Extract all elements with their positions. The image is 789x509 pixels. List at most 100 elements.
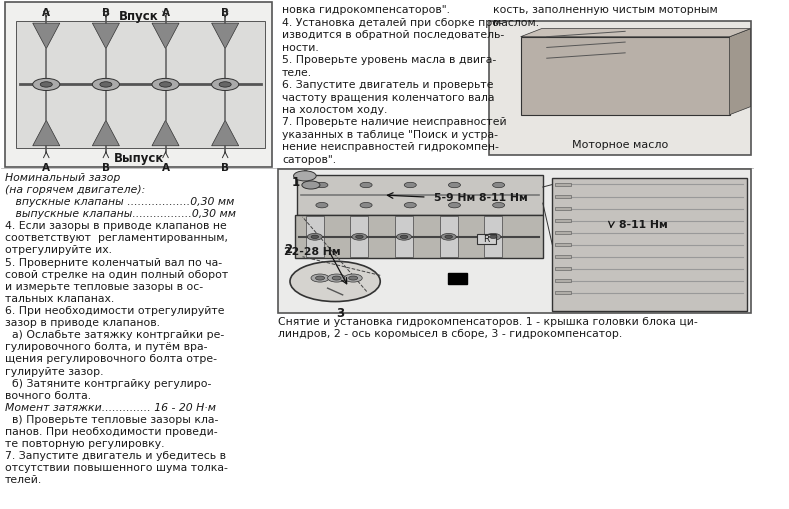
- Bar: [279, 170, 750, 314]
- Text: R: R: [483, 235, 489, 244]
- Bar: [555, 183, 571, 187]
- Text: Выпуск: Выпуск: [114, 152, 164, 165]
- Circle shape: [290, 262, 380, 302]
- Circle shape: [311, 236, 319, 239]
- Text: Момент затяжки.............. 16 - 20 Н·м: Момент затяжки.............. 16 - 20 Н·м: [6, 402, 216, 412]
- Polygon shape: [92, 24, 119, 49]
- Text: Номинальный зазор: Номинальный зазор: [6, 173, 121, 183]
- Circle shape: [311, 274, 329, 282]
- Text: Моторное масло: Моторное масло: [572, 140, 668, 150]
- Bar: [350, 217, 368, 258]
- Text: 4. Если зазоры в приводе клапанов не: 4. Если зазоры в приводе клапанов не: [6, 221, 227, 231]
- Text: отсутствии повышенного шума толка-: отсутствии повышенного шума толка-: [6, 463, 228, 472]
- Text: B: B: [221, 8, 229, 18]
- Circle shape: [492, 183, 505, 188]
- Text: 3: 3: [336, 307, 345, 320]
- Circle shape: [332, 276, 341, 280]
- Text: 5-9 Нм 8-11 Нм: 5-9 Нм 8-11 Нм: [434, 192, 528, 203]
- Circle shape: [316, 183, 328, 188]
- Text: 5. Проверните коленчатый вал по ча-: 5. Проверните коленчатый вал по ча-: [6, 257, 222, 267]
- Bar: [555, 292, 571, 295]
- Circle shape: [448, 183, 461, 188]
- Text: гулируйте зазор.: гулируйте зазор.: [6, 366, 103, 376]
- Circle shape: [316, 203, 328, 208]
- Circle shape: [344, 274, 362, 282]
- Bar: [552, 179, 746, 312]
- Text: Снятие и установка гидрокомпенсаторов. 1 - крышка головки блока ци-: Снятие и установка гидрокомпенсаторов. 1…: [279, 317, 698, 327]
- Text: B: B: [221, 162, 229, 173]
- Text: 6. Запустите двигатель и проверьте: 6. Запустите двигатель и проверьте: [282, 80, 494, 90]
- Circle shape: [32, 79, 60, 91]
- Bar: [395, 217, 413, 258]
- Circle shape: [327, 274, 346, 282]
- Text: зазор в приводе клапанов.: зазор в приводе клапанов.: [6, 318, 160, 327]
- Circle shape: [316, 276, 324, 280]
- Text: те повторную регулировку.: те повторную регулировку.: [6, 438, 165, 448]
- Circle shape: [40, 82, 52, 88]
- Polygon shape: [32, 121, 60, 147]
- Circle shape: [349, 276, 357, 280]
- Text: A: A: [162, 8, 170, 18]
- Polygon shape: [521, 30, 750, 38]
- Text: телей.: телей.: [6, 474, 43, 485]
- Text: A: A: [43, 162, 50, 173]
- Text: гулировочного болта, и путём вра-: гулировочного болта, и путём вра-: [6, 342, 208, 352]
- Polygon shape: [211, 24, 239, 49]
- Text: B: B: [102, 8, 110, 18]
- Circle shape: [100, 82, 112, 88]
- Bar: [555, 232, 571, 235]
- Circle shape: [397, 234, 412, 241]
- Bar: [484, 217, 503, 258]
- Text: отрегулируйте их.: отрегулируйте их.: [6, 245, 112, 255]
- Bar: [17, 21, 265, 149]
- Polygon shape: [152, 24, 179, 49]
- Circle shape: [159, 82, 171, 88]
- Bar: [439, 217, 458, 258]
- Text: нение неисправностей гидрокомпен-: нение неисправностей гидрокомпен-: [282, 142, 499, 152]
- Text: выпускные клапаны.................0,30 мм: выпускные клапаны.................0,30 м…: [6, 209, 236, 219]
- Text: Впуск: Впуск: [119, 11, 159, 23]
- Bar: [297, 176, 543, 216]
- Text: 4. Установка деталей при сборке про-: 4. Установка деталей при сборке про-: [282, 18, 503, 28]
- Text: 7. Запустите двигатель и убедитесь в: 7. Запустите двигатель и убедитесь в: [6, 450, 226, 460]
- Circle shape: [152, 79, 179, 91]
- Text: 5. Проверьте уровень масла в двига-: 5. Проверьте уровень масла в двига-: [282, 55, 496, 65]
- Bar: [306, 217, 323, 258]
- Text: B: B: [102, 162, 110, 173]
- Circle shape: [92, 79, 119, 91]
- Text: 8-11 Нм: 8-11 Нм: [619, 219, 667, 230]
- Circle shape: [448, 203, 461, 208]
- Text: 7. Проверьте наличие неисправностей: 7. Проверьте наличие неисправностей: [282, 117, 507, 127]
- Circle shape: [489, 236, 497, 239]
- Circle shape: [445, 236, 452, 239]
- Polygon shape: [92, 121, 119, 147]
- Text: указанных в таблице "Поиск и устра-: указанных в таблице "Поиск и устра-: [282, 130, 498, 139]
- Text: частоту вращения коленчатого вала: частоту вращения коленчатого вала: [282, 92, 495, 102]
- Circle shape: [404, 203, 417, 208]
- Text: линдров, 2 - ось коромысел в сборе, 3 - гидрокомпенсатор.: линдров, 2 - ось коромысел в сборе, 3 - …: [279, 328, 623, 338]
- Circle shape: [486, 234, 501, 241]
- Bar: [295, 216, 543, 259]
- Text: щения регулировочного болта отре-: щения регулировочного болта отре-: [6, 354, 217, 364]
- Text: впускные клапаны ..................0,30 мм: впускные клапаны ..................0,30 …: [6, 196, 234, 207]
- Text: ности.: ности.: [282, 43, 319, 52]
- Circle shape: [302, 182, 320, 190]
- Text: A: A: [43, 8, 50, 18]
- Circle shape: [400, 236, 408, 239]
- Bar: [6, 3, 272, 167]
- Bar: [489, 21, 750, 156]
- Text: кость, заполненную чистым моторным: кость, заполненную чистым моторным: [493, 6, 718, 15]
- Text: соответствуют  регламентированным,: соответствуют регламентированным,: [6, 233, 228, 243]
- Text: панов. При необходимости проведи-: панов. При необходимости проведи-: [6, 426, 218, 436]
- Text: совой стрелке на один полный оборот: совой стрелке на один полный оборот: [6, 269, 228, 279]
- Polygon shape: [211, 121, 239, 147]
- Text: 22-28 Нм: 22-28 Нм: [284, 246, 340, 257]
- Text: теле.: теле.: [282, 68, 312, 77]
- Text: и измерьте тепловые зазоры в ос-: и измерьте тепловые зазоры в ос-: [6, 281, 204, 291]
- Circle shape: [307, 234, 323, 241]
- Circle shape: [360, 203, 372, 208]
- Bar: [555, 195, 571, 199]
- Polygon shape: [32, 24, 60, 49]
- Bar: [477, 235, 495, 244]
- Text: тальных клапанах.: тальных клапанах.: [6, 293, 114, 303]
